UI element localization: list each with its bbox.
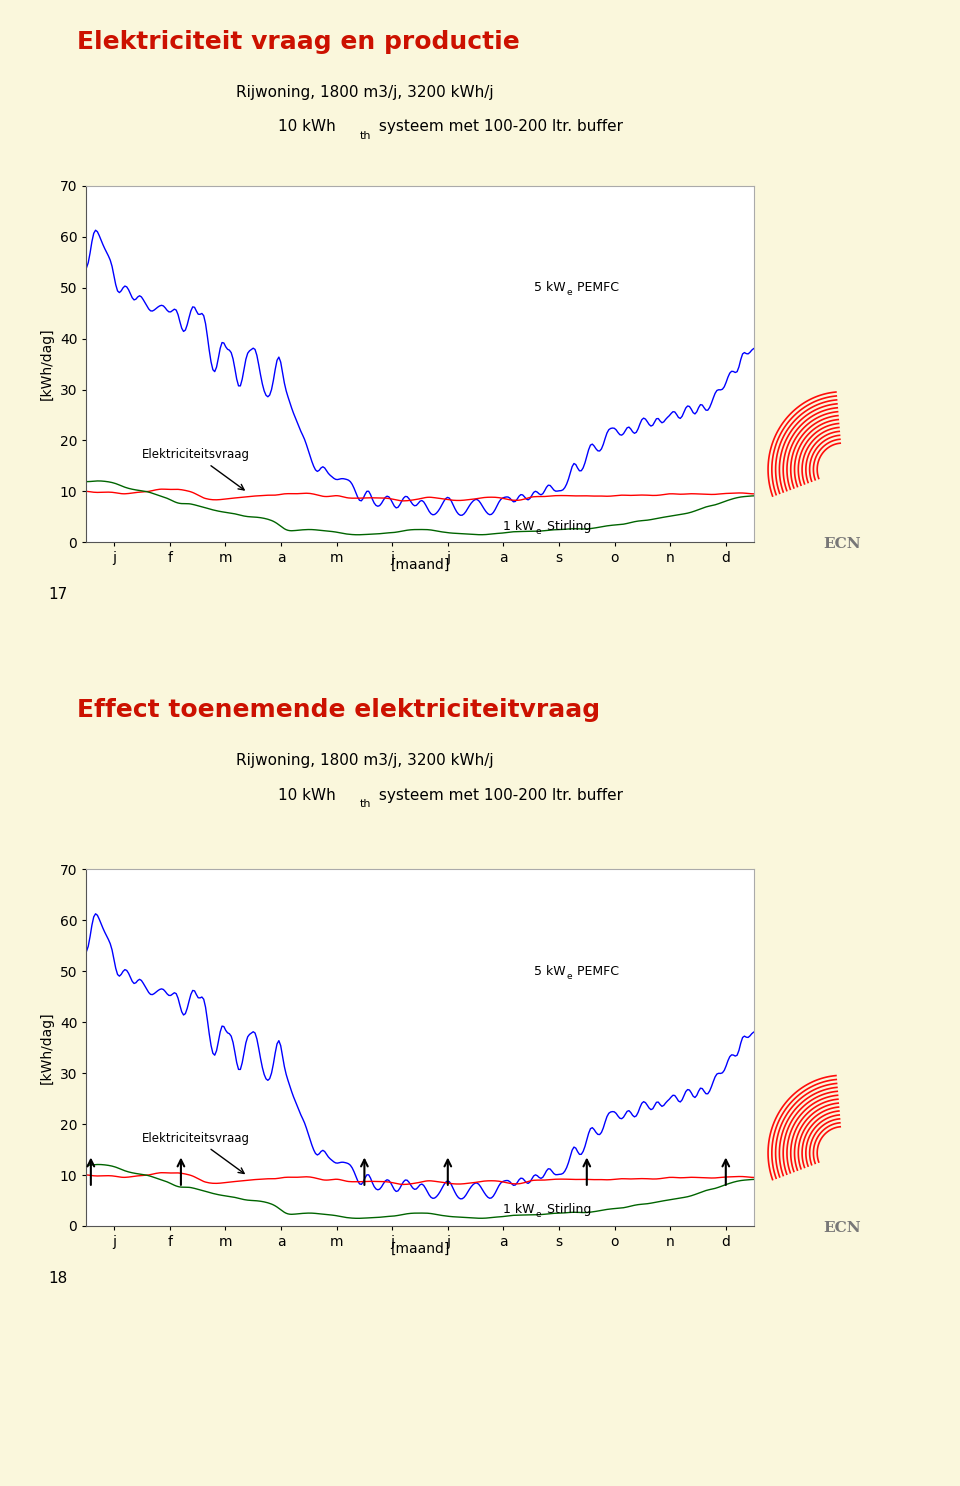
Text: ECN: ECN xyxy=(824,1220,861,1235)
Text: Elektriciteit vraag en productie: Elektriciteit vraag en productie xyxy=(77,30,519,53)
Text: PEMFC: PEMFC xyxy=(573,281,619,294)
Text: Stirling: Stirling xyxy=(542,1204,591,1216)
Text: th: th xyxy=(360,799,372,810)
Text: 5 kW: 5 kW xyxy=(534,281,565,294)
Text: e: e xyxy=(536,1210,541,1219)
Text: e: e xyxy=(536,526,541,535)
Text: 10 kWh: 10 kWh xyxy=(278,119,336,134)
Text: th: th xyxy=(360,131,372,141)
Text: 1 kW: 1 kW xyxy=(503,520,535,532)
Text: [maand]: [maand] xyxy=(391,1242,449,1256)
Text: e: e xyxy=(566,288,572,297)
Text: 10 kWh: 10 kWh xyxy=(278,788,336,802)
Text: Rijwoning, 1800 m3/j, 3200 kWh/j: Rijwoning, 1800 m3/j, 3200 kWh/j xyxy=(236,753,493,768)
Y-axis label: [kWh/dag]: [kWh/dag] xyxy=(40,328,54,400)
Text: systeem met 100-200 ltr. buffer: systeem met 100-200 ltr. buffer xyxy=(374,119,623,134)
Text: Stirling: Stirling xyxy=(542,520,591,532)
Text: 1 kW: 1 kW xyxy=(503,1204,535,1216)
Text: 17: 17 xyxy=(48,587,67,602)
Text: systeem met 100-200 ltr. buffer: systeem met 100-200 ltr. buffer xyxy=(374,788,623,802)
Text: e: e xyxy=(566,972,572,981)
Y-axis label: [kWh/dag]: [kWh/dag] xyxy=(40,1012,54,1083)
Text: ECN: ECN xyxy=(824,536,861,551)
Text: Elektriciteitsvraag: Elektriciteitsvraag xyxy=(142,449,250,490)
Text: Effect toenemende elektriciteitvraag: Effect toenemende elektriciteitvraag xyxy=(77,698,600,722)
Text: 18: 18 xyxy=(48,1271,67,1285)
Text: Elektriciteitsvraag: Elektriciteitsvraag xyxy=(142,1132,250,1174)
Text: 5 kW: 5 kW xyxy=(534,964,565,978)
Text: [maand]: [maand] xyxy=(391,559,449,572)
Text: Rijwoning, 1800 m3/j, 3200 kWh/j: Rijwoning, 1800 m3/j, 3200 kWh/j xyxy=(236,85,493,100)
Text: PEMFC: PEMFC xyxy=(573,964,619,978)
